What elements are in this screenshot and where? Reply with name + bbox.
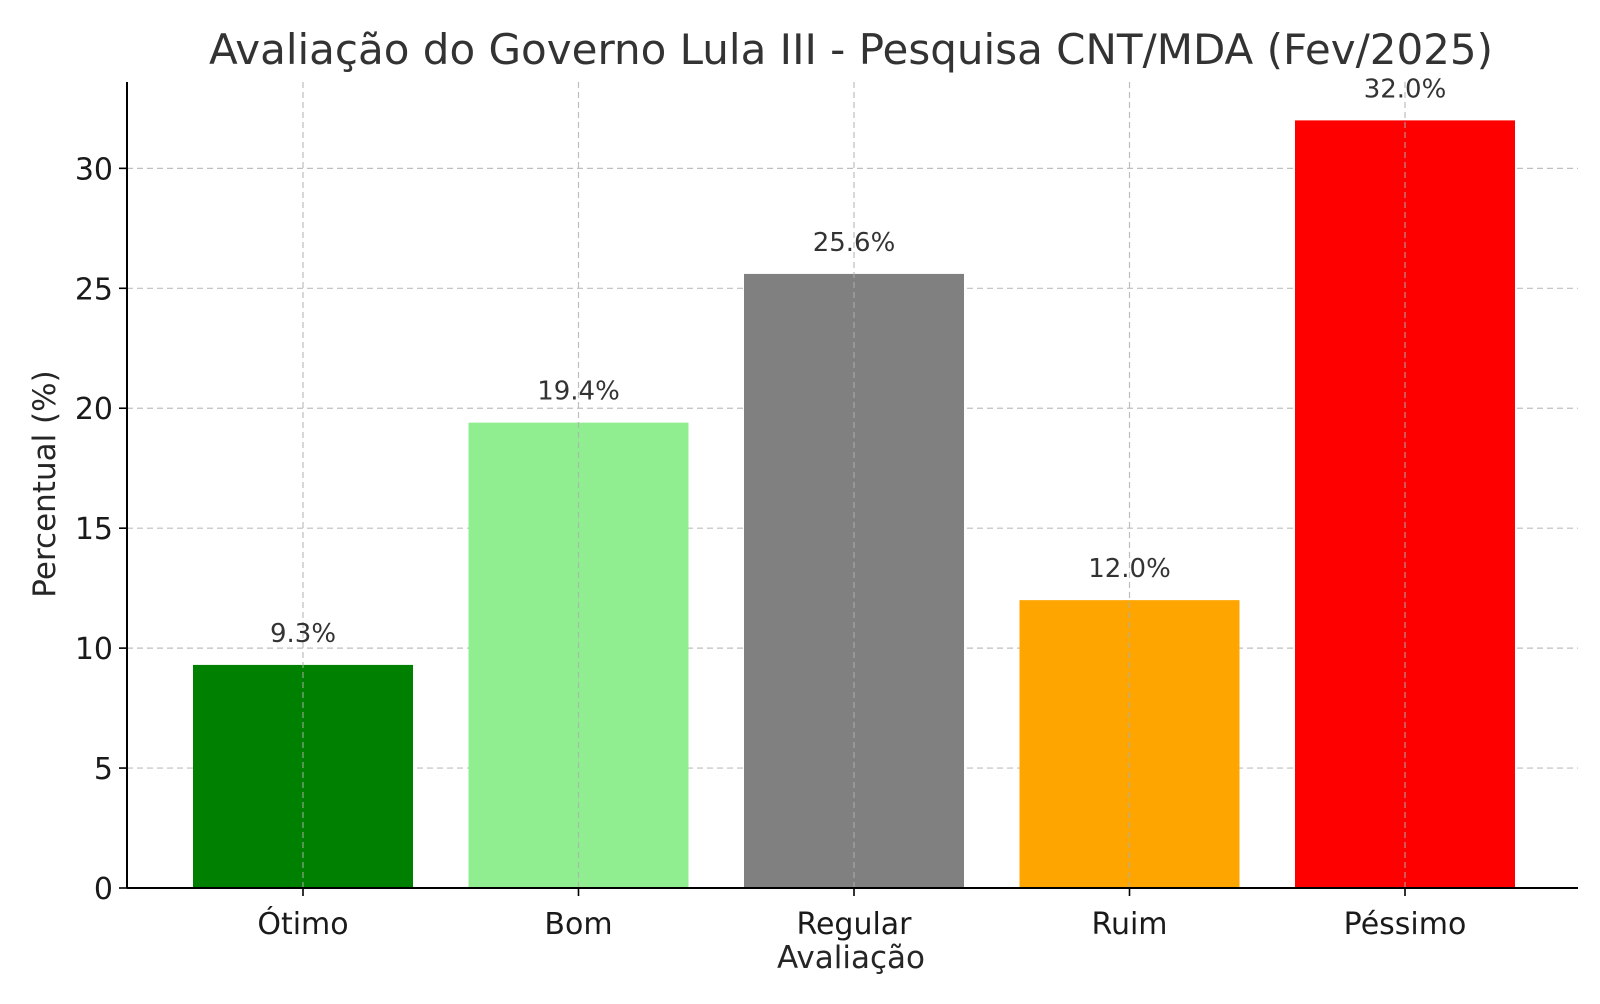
bar-value-label: 12.0%: [1088, 554, 1171, 584]
chart-title: Avaliação do Governo Lula III - Pesquisa…: [209, 25, 1493, 74]
x-tick-label: Ótimo: [257, 905, 348, 942]
y-tick-label: 20: [75, 392, 113, 427]
bar-value-label: 32.0%: [1364, 74, 1447, 104]
y-tick-label: 5: [94, 752, 113, 787]
y-axis-title: Percentual (%): [27, 370, 63, 597]
y-tick-label: 25: [75, 272, 113, 307]
y-tick-label: 15: [75, 512, 113, 547]
y-tick-label: 0: [94, 872, 113, 907]
x-tick-label: Ruim: [1091, 907, 1167, 942]
bar-value-label: 25.6%: [813, 228, 896, 258]
x-tick-label: Regular: [796, 907, 912, 942]
x-axis-title: Avaliação: [777, 940, 925, 976]
labels-layer: 0 5 10 15 20 25 30 Ótimo 9.3% Bom 19.4% Regular 25.6…: [75, 74, 1467, 942]
bar-value-label: 19.4%: [537, 377, 620, 407]
bar-value-label: 9.3%: [270, 619, 336, 649]
y-tick-label: 10: [75, 632, 113, 667]
x-tick-label: Péssimo: [1344, 907, 1467, 942]
axes-layer: [119, 82, 1578, 896]
x-tick-label: Bom: [544, 907, 612, 942]
bars-layer: [193, 82, 1515, 888]
y-tick-label: 30: [75, 152, 113, 187]
